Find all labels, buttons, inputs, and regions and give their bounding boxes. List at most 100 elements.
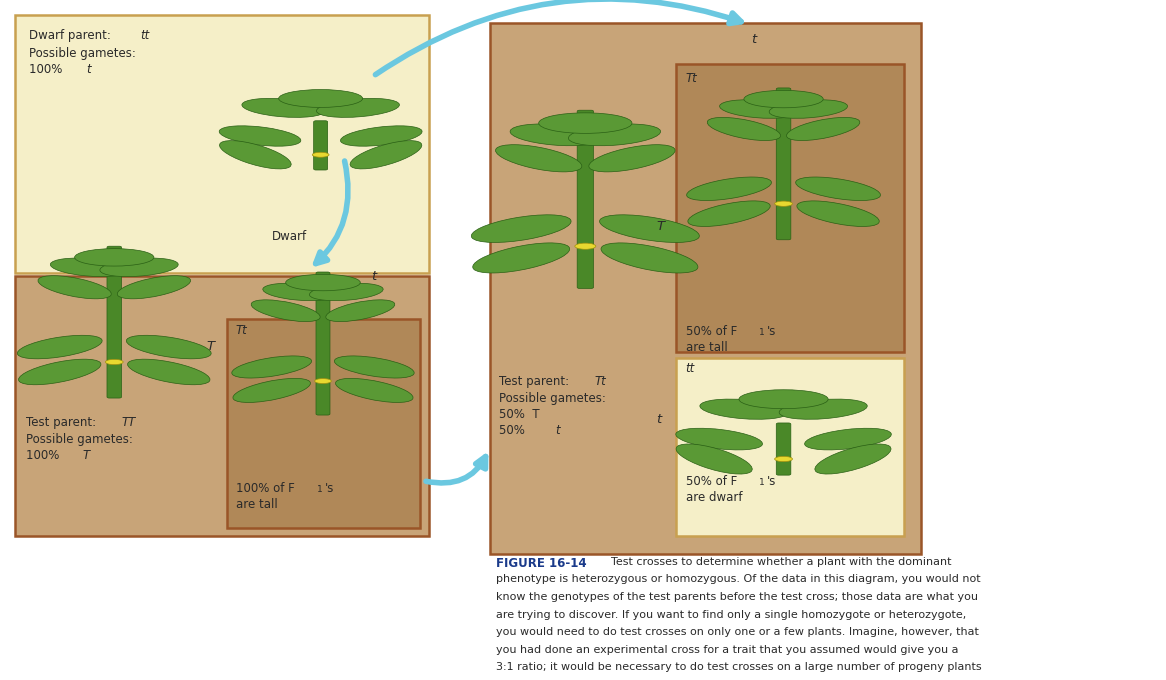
Text: Tt: Tt bbox=[236, 324, 247, 337]
Text: 1: 1 bbox=[759, 328, 765, 337]
Ellipse shape bbox=[796, 201, 879, 226]
Ellipse shape bbox=[688, 201, 771, 226]
Text: 's: 's bbox=[325, 482, 335, 495]
Ellipse shape bbox=[38, 275, 111, 299]
Text: Possible gametes:: Possible gametes: bbox=[499, 392, 606, 405]
Text: tt: tt bbox=[686, 362, 695, 375]
Ellipse shape bbox=[325, 300, 395, 322]
Text: 1: 1 bbox=[317, 485, 323, 494]
Text: t: t bbox=[371, 270, 377, 283]
Ellipse shape bbox=[787, 118, 859, 141]
Ellipse shape bbox=[805, 428, 891, 450]
Text: Dwarf: Dwarf bbox=[272, 230, 307, 243]
FancyBboxPatch shape bbox=[227, 320, 420, 528]
Ellipse shape bbox=[350, 141, 422, 169]
FancyBboxPatch shape bbox=[676, 358, 904, 537]
Text: you had done an experimental cross for a trait that you assumed would give you a: you had done an experimental cross for a… bbox=[496, 645, 958, 655]
Text: are dwarf: are dwarf bbox=[686, 491, 742, 505]
Text: t: t bbox=[751, 33, 757, 46]
Ellipse shape bbox=[336, 378, 413, 403]
FancyBboxPatch shape bbox=[490, 23, 921, 554]
Ellipse shape bbox=[599, 215, 700, 243]
Text: know the genotypes of the test parents before the test cross; those data are wha: know the genotypes of the test parents b… bbox=[496, 592, 977, 602]
Ellipse shape bbox=[708, 118, 780, 141]
Ellipse shape bbox=[568, 124, 661, 146]
FancyBboxPatch shape bbox=[15, 275, 429, 537]
Ellipse shape bbox=[815, 444, 891, 474]
Text: Test parent:: Test parent: bbox=[26, 416, 99, 429]
Text: Possible gametes:: Possible gametes: bbox=[29, 47, 136, 60]
Ellipse shape bbox=[795, 177, 880, 201]
Text: Test parent:: Test parent: bbox=[499, 375, 573, 388]
Ellipse shape bbox=[309, 284, 384, 301]
Ellipse shape bbox=[312, 152, 329, 157]
Text: T: T bbox=[83, 449, 90, 462]
Text: Possible gametes:: Possible gametes: bbox=[26, 432, 133, 445]
Ellipse shape bbox=[340, 126, 422, 146]
Text: Tt: Tt bbox=[686, 71, 697, 84]
Text: tt: tt bbox=[140, 29, 149, 42]
Ellipse shape bbox=[575, 243, 596, 250]
Ellipse shape bbox=[589, 145, 675, 172]
Ellipse shape bbox=[719, 100, 798, 118]
Text: Test crosses to determine whether a plant with the dominant: Test crosses to determine whether a plan… bbox=[604, 557, 951, 567]
Text: 3:1 ratio; it would be necessary to do test crosses on a large number of progeny: 3:1 ratio; it would be necessary to do t… bbox=[496, 662, 981, 673]
Text: 100%: 100% bbox=[29, 63, 66, 76]
Ellipse shape bbox=[676, 444, 752, 474]
FancyBboxPatch shape bbox=[314, 121, 328, 170]
Ellipse shape bbox=[241, 99, 325, 118]
Ellipse shape bbox=[127, 359, 210, 385]
Ellipse shape bbox=[279, 90, 363, 107]
FancyBboxPatch shape bbox=[107, 246, 121, 398]
Text: 100% of F: 100% of F bbox=[236, 482, 294, 495]
Ellipse shape bbox=[286, 274, 360, 291]
Text: T: T bbox=[206, 340, 215, 353]
Ellipse shape bbox=[779, 399, 868, 420]
FancyBboxPatch shape bbox=[777, 88, 791, 240]
Ellipse shape bbox=[770, 100, 848, 118]
FancyBboxPatch shape bbox=[676, 65, 904, 352]
Ellipse shape bbox=[539, 113, 632, 133]
Text: t: t bbox=[656, 413, 662, 426]
Ellipse shape bbox=[233, 378, 310, 403]
Text: 100%: 100% bbox=[26, 449, 63, 462]
FancyBboxPatch shape bbox=[777, 423, 791, 475]
Text: 50% of F: 50% of F bbox=[686, 325, 737, 339]
Ellipse shape bbox=[471, 215, 571, 243]
Ellipse shape bbox=[687, 177, 772, 201]
Ellipse shape bbox=[739, 390, 828, 409]
Ellipse shape bbox=[774, 201, 793, 206]
Text: 50% of F: 50% of F bbox=[686, 475, 737, 488]
Ellipse shape bbox=[19, 359, 101, 385]
Text: TT: TT bbox=[121, 416, 135, 429]
FancyBboxPatch shape bbox=[15, 15, 429, 273]
Text: FIGURE 16-14: FIGURE 16-14 bbox=[496, 557, 586, 570]
Text: 50%  T: 50% T bbox=[499, 408, 540, 421]
Text: you would need to do test crosses on only one or a few plants. Imagine, however,: you would need to do test crosses on onl… bbox=[496, 627, 978, 637]
Ellipse shape bbox=[316, 99, 400, 118]
FancyBboxPatch shape bbox=[316, 272, 330, 415]
Text: 's: 's bbox=[767, 475, 777, 488]
Text: are tall: are tall bbox=[686, 341, 728, 354]
Ellipse shape bbox=[774, 456, 793, 462]
Ellipse shape bbox=[219, 141, 292, 169]
Text: T: T bbox=[656, 220, 665, 233]
Ellipse shape bbox=[600, 243, 698, 273]
Text: 's: 's bbox=[767, 325, 777, 339]
Text: t: t bbox=[555, 424, 560, 437]
Text: t: t bbox=[86, 63, 91, 76]
Ellipse shape bbox=[744, 90, 823, 108]
Ellipse shape bbox=[510, 124, 603, 146]
Ellipse shape bbox=[315, 379, 331, 384]
Text: are trying to discover. If you want to find only a single homozygote or heterozy: are trying to discover. If you want to f… bbox=[496, 610, 965, 619]
Ellipse shape bbox=[335, 356, 414, 378]
FancyBboxPatch shape bbox=[577, 110, 593, 288]
Ellipse shape bbox=[251, 300, 321, 322]
Text: phenotype is heterozygous or homozygous. Of the data in this diagram, you would : phenotype is heterozygous or homozygous.… bbox=[496, 575, 981, 585]
Ellipse shape bbox=[100, 258, 178, 277]
Ellipse shape bbox=[676, 428, 763, 450]
Ellipse shape bbox=[17, 335, 103, 359]
Ellipse shape bbox=[232, 356, 311, 378]
Ellipse shape bbox=[496, 145, 582, 172]
Ellipse shape bbox=[219, 126, 301, 146]
